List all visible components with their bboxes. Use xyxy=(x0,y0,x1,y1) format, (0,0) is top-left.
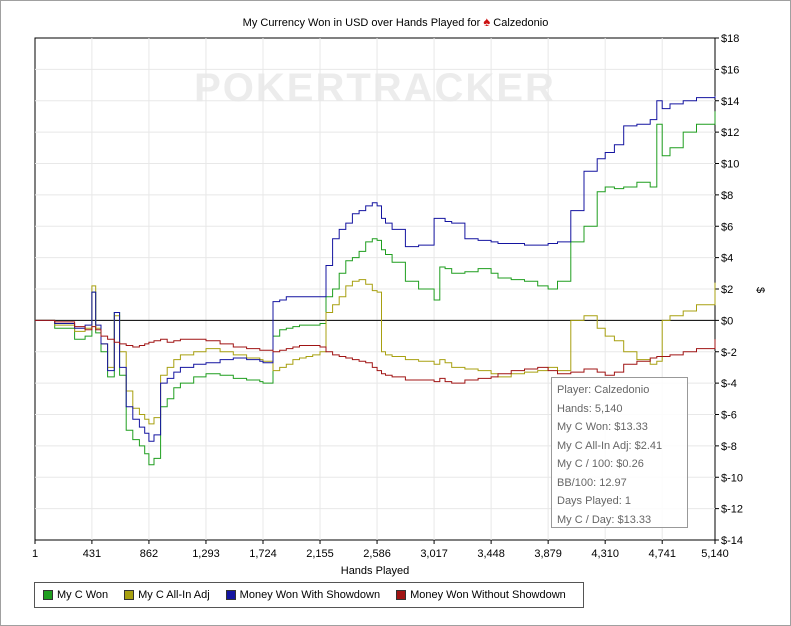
legend-swatch xyxy=(43,590,53,600)
spade-icon: ♠ xyxy=(483,14,491,29)
chart-title: My Currency Won in USD over Hands Played… xyxy=(0,14,791,29)
x-tick-label: 5,140 xyxy=(701,548,729,560)
y-tick-label: $6 xyxy=(721,221,733,233)
chart-title-text: My Currency Won in USD over Hands Played… xyxy=(242,17,481,29)
y-tick-label: $-8 xyxy=(721,441,737,453)
legend-item-my-c-won[interactable]: My C Won xyxy=(43,589,108,601)
tooltip-allin: My C All-In Adj: $2.41 xyxy=(557,439,663,452)
x-axis-label: Hands Played xyxy=(341,565,410,577)
y-tick-label: $14 xyxy=(721,96,739,108)
legend-label: My C All-In Adj xyxy=(138,589,210,601)
legend: My C Won My C All-In Adj Money Won With … xyxy=(34,582,584,608)
legend-item-all-in-adj[interactable]: My C All-In Adj xyxy=(124,589,210,601)
legend-label: My C Won xyxy=(57,589,109,601)
x-tick-label: 431 xyxy=(83,548,101,560)
y-tick-label: $0 xyxy=(721,315,733,327)
tooltip-won: My C Won: $13.33 xyxy=(557,421,648,433)
y-tick-label: $12 xyxy=(721,127,739,139)
player-name: Calzedonio xyxy=(493,17,549,29)
y-tick-label: $-14 xyxy=(721,535,743,547)
x-tick-label: 1 xyxy=(32,548,38,560)
legend-item-without-showdown[interactable]: Money Won Without Showdown xyxy=(396,589,566,601)
legend-label: Money Won With Showdown xyxy=(239,589,381,601)
legend-swatch xyxy=(225,590,236,600)
tooltip-per100: My C / 100: $0.26 xyxy=(557,458,644,470)
legend-item-with-showdown[interactable]: Money Won With Showdown xyxy=(225,589,381,601)
legend-swatch xyxy=(124,590,135,600)
x-tick-label: 3,017 xyxy=(420,548,448,560)
tooltip-days: Days Played: 1 xyxy=(557,495,631,507)
y-tick-label: $18 xyxy=(721,33,739,45)
y-tick-label: $-4 xyxy=(721,378,737,390)
y-tick-label: $10 xyxy=(721,159,739,171)
watermark: POKERTRACKER xyxy=(194,66,556,110)
x-tick-label: 862 xyxy=(140,548,158,560)
y-tick-label: $16 xyxy=(721,64,739,76)
x-tick-label: 1,724 xyxy=(249,548,277,560)
legend-label: Money Won Without Showdown xyxy=(410,589,566,601)
x-tick-label: 2,586 xyxy=(363,548,391,560)
x-tick-label: 3,879 xyxy=(534,548,562,560)
tooltip-bb100: BB/100: 12.97 xyxy=(557,476,627,489)
y-tick-label: $-10 xyxy=(721,472,743,484)
series-line-3 xyxy=(35,319,716,384)
x-tick-label: 1,293 xyxy=(192,548,220,560)
series-line-1 xyxy=(35,279,716,425)
tooltip-hands: Hands: 5,140 xyxy=(557,402,623,415)
x-tick-label: 3,448 xyxy=(477,548,505,560)
y-tick-label: $-12 xyxy=(721,504,743,516)
y-axis-label: $ xyxy=(754,287,766,293)
y-tick-label: $-6 xyxy=(721,410,737,422)
x-tick-label: 2,155 xyxy=(306,548,334,560)
y-tick-label: $-2 xyxy=(721,347,737,359)
series-line-2 xyxy=(35,96,716,442)
y-tick-label: $8 xyxy=(721,190,733,202)
tooltip-player: Player: Calzedonio xyxy=(557,384,650,396)
x-tick-label: 4,310 xyxy=(591,548,619,560)
stats-tooltip: Player: Calzedonio Hands: 5,140 My C Won… xyxy=(551,377,688,528)
tooltip-perday: My C / Day: $13.33 xyxy=(557,513,652,526)
y-tick-label: $4 xyxy=(721,253,733,265)
legend-swatch xyxy=(396,590,407,600)
y-tick-label: $2 xyxy=(721,284,733,296)
x-tick-label: 4,741 xyxy=(648,548,676,560)
series-line-0 xyxy=(35,111,716,466)
